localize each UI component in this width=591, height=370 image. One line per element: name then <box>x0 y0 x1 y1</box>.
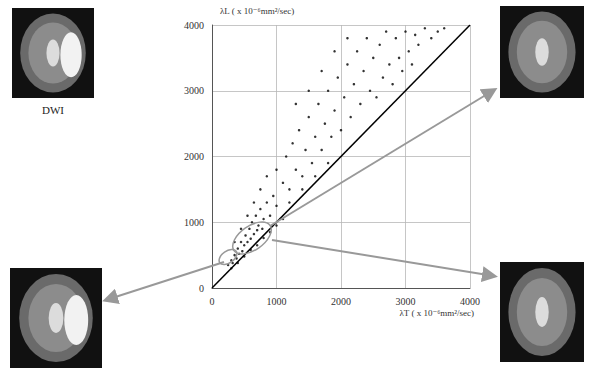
svg-text:1000: 1000 <box>267 296 287 307</box>
svg-text:λT ( x 10⁻⁶mm²/sec): λT ( x 10⁻⁶mm²/sec) <box>399 308 474 318</box>
svg-text:4000: 4000 <box>460 296 480 307</box>
svg-text:3000: 3000 <box>396 296 416 307</box>
svg-text:1000: 1000 <box>184 217 204 228</box>
svg-text:2000: 2000 <box>331 296 351 307</box>
svg-text:λL ( x 10⁻⁶mm²/sec): λL ( x 10⁻⁶mm²/sec) <box>220 6 294 16</box>
svg-text:DWI: DWI <box>42 104 64 116</box>
svg-text:2000: 2000 <box>184 151 204 162</box>
svg-text:0: 0 <box>210 296 215 307</box>
svg-text:4000: 4000 <box>184 20 204 31</box>
svg-text:3000: 3000 <box>184 85 204 96</box>
svg-text:0: 0 <box>199 283 204 294</box>
